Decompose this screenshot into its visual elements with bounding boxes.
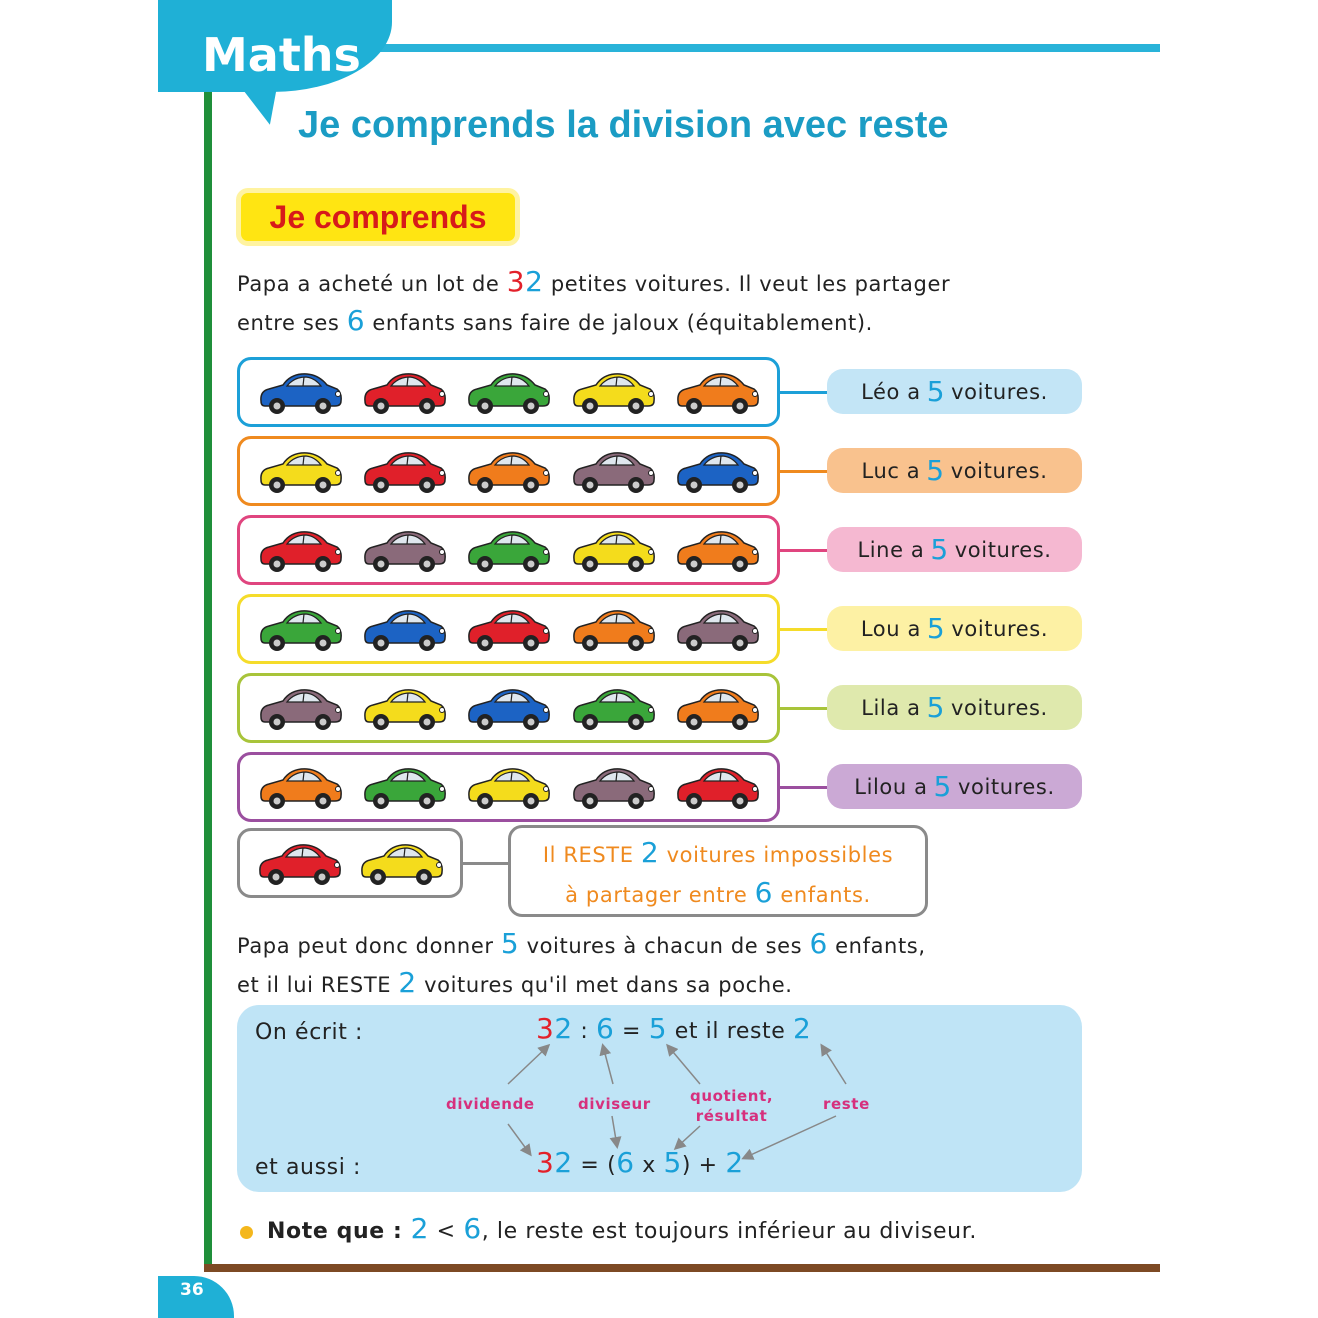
car-icon (677, 768, 759, 809)
intro-line-2: entre ses 6 enfants sans faire de jaloux… (237, 304, 873, 337)
multiplication-equation: 32 = (6 x 5) + 2 (536, 1146, 744, 1179)
car-icon (572, 531, 655, 572)
child-label: Lou a 5 voitures. (827, 606, 1082, 651)
label-reste: reste (823, 1095, 870, 1113)
remainder-box (237, 828, 463, 898)
child-label: Léo a 5 voitures. (827, 369, 1082, 414)
car-icon (468, 689, 551, 730)
car-icon (677, 610, 759, 651)
on-ecrit-label: On écrit : (255, 1020, 364, 1045)
car-icon (260, 689, 342, 730)
label-quotient: quotient, résultat (690, 1087, 774, 1125)
child-label: Lila a 5 voitures. (827, 685, 1082, 730)
car-icon (677, 689, 759, 730)
car-icon (468, 452, 551, 493)
car-icon (572, 768, 655, 809)
car-icon (364, 768, 447, 809)
child-label: Luc a 5 voitures. (827, 448, 1082, 493)
bullet-icon (240, 1226, 253, 1239)
section-badge: Je comprends (236, 188, 520, 246)
car-icon (572, 373, 655, 414)
child-label: Lilou a 5 voitures. (827, 764, 1082, 809)
car-icon (260, 610, 342, 651)
footer-rule (204, 1264, 1160, 1272)
car-group (237, 436, 780, 506)
conclusion-line-2: et il lui RESTE 2 voitures qu'il met dan… (237, 966, 793, 999)
car-icon (364, 452, 447, 493)
connector (780, 470, 828, 473)
car-group (237, 673, 780, 743)
car-icon (572, 452, 655, 493)
car-group (237, 752, 780, 822)
connector (780, 707, 828, 710)
arrow (599, 1043, 614, 1085)
car-icon (260, 768, 342, 809)
subject-label: Maths (202, 28, 361, 82)
header-rule (380, 44, 1160, 52)
connector (780, 786, 828, 789)
car-icon (677, 531, 759, 572)
car-group (237, 515, 780, 585)
car-icon (260, 373, 342, 414)
intro-line-1: Papa a acheté un lot de 32 petites voitu… (237, 265, 951, 298)
remainder-text: Il RESTE 2 voitures impossibles à partag… (508, 825, 928, 917)
car-icon (260, 531, 342, 572)
car-icon (364, 610, 447, 651)
car-icon (364, 373, 447, 414)
car-icon (572, 610, 655, 651)
arrow (609, 1115, 622, 1149)
connector (780, 628, 828, 631)
page-title: Je comprends la division avec reste (298, 104, 949, 146)
car-icon (364, 689, 447, 730)
label-dividende: dividende (446, 1095, 535, 1113)
arrow (820, 1043, 847, 1085)
car-icon (468, 373, 551, 414)
car-icon (677, 373, 759, 414)
car-icon (468, 531, 551, 572)
margin-rule (204, 80, 212, 1270)
car-icon (260, 452, 342, 493)
note: Note que : 2 < 6, le reste est toujours … (267, 1212, 977, 1245)
arrow (666, 1043, 701, 1085)
car-icon (259, 844, 341, 885)
conclusion-line-1: Papa peut donc donner 5 voitures à chacu… (237, 927, 926, 960)
connector (780, 391, 828, 394)
car-icon (364, 531, 447, 572)
car-icon (572, 689, 655, 730)
arrow (507, 1043, 551, 1085)
division-equation: 32 : 6 = 5 et il reste 2 (536, 1012, 812, 1045)
arrow (741, 1115, 837, 1160)
car-icon (468, 768, 551, 809)
car-group (237, 357, 780, 427)
car-icon (361, 844, 443, 885)
label-diviseur: diviseur (578, 1095, 651, 1113)
arrow (673, 1125, 701, 1151)
car-group (237, 594, 780, 664)
child-label: Line a 5 voitures. (827, 527, 1082, 572)
connector (462, 862, 510, 865)
et-aussi-label: et aussi : (255, 1155, 362, 1180)
arrow (507, 1123, 532, 1157)
formula-box (237, 1005, 1082, 1192)
car-icon (468, 610, 551, 651)
car-icon (677, 452, 759, 493)
connector (780, 549, 828, 552)
